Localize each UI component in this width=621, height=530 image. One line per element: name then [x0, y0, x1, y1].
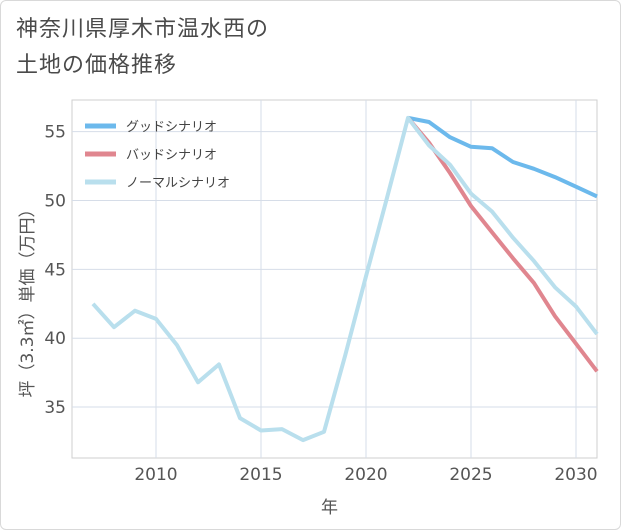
plot-area	[71, 99, 598, 459]
series-line-3	[91, 115, 599, 443]
y-tick-label: 50	[44, 192, 66, 212]
legend-label-2: バッドシナリオ	[126, 148, 217, 163]
y-tick-label: 45	[44, 260, 66, 280]
x-axis-label: 年	[321, 498, 338, 518]
chart-title: 神奈川県厚木市温水西の 土地の価格推移	[16, 12, 269, 84]
y-tick-label: 35	[44, 398, 66, 418]
legend-label-3: ノーマルシナリオ	[126, 176, 230, 191]
y-tick-label: 40	[44, 329, 66, 349]
series-line-2	[406, 116, 599, 373]
title-line-2: 土地の価格推移	[16, 53, 178, 78]
x-tick-label: 2020	[344, 465, 387, 485]
legend-label-1: グッドシナリオ	[126, 120, 217, 135]
x-tick-label: 2010	[134, 465, 177, 485]
series-line-1	[407, 115, 598, 199]
x-tick-label: 2030	[554, 465, 597, 485]
x-tick-label: 2025	[449, 465, 492, 485]
title-line-1: 神奈川県厚木市温水西の	[16, 17, 270, 42]
y-axis-label: 坪（3.3㎡）単価（万円）	[18, 200, 38, 397]
y-tick-label: 55	[44, 123, 66, 143]
x-tick-label: 2015	[239, 465, 282, 485]
